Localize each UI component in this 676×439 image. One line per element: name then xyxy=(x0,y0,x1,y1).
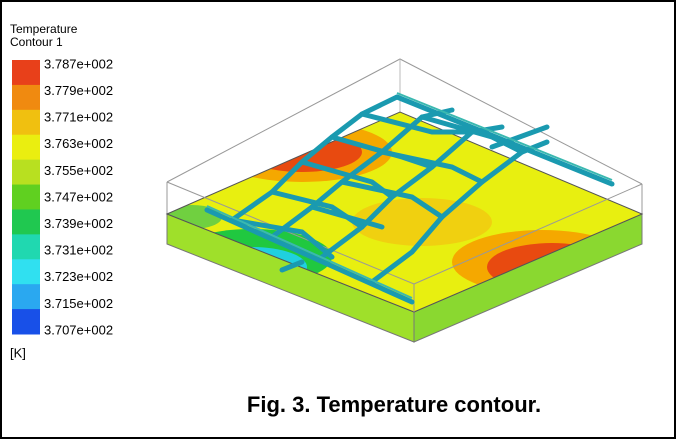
caption: Fig. 3. Temperature contour. xyxy=(247,392,541,417)
legend-label: 3.723e+002 xyxy=(44,269,113,284)
legend-label: 3.779e+002 xyxy=(44,83,113,98)
model-view xyxy=(165,58,644,343)
legend-swatch xyxy=(12,309,40,335)
legend-swatch xyxy=(12,159,40,186)
legend-title: Temperature xyxy=(10,22,78,36)
legend-swatch xyxy=(12,259,40,285)
legend-label: 3.787e+002 xyxy=(44,56,113,71)
legend-swatch xyxy=(12,209,40,235)
legend-label: 3.731e+002 xyxy=(44,243,113,258)
legend-unit: [K] xyxy=(10,345,26,360)
legend-swatch xyxy=(12,109,40,136)
color-bar xyxy=(12,60,40,335)
legend-swatch xyxy=(12,60,40,86)
legend-swatch xyxy=(12,284,40,310)
legend-swatch xyxy=(12,134,40,161)
legend-swatch xyxy=(12,234,40,260)
legend-label: 3.739e+002 xyxy=(44,216,113,231)
legend-swatch xyxy=(12,84,40,111)
legend-swatch xyxy=(12,184,40,210)
legend-label: 3.747e+002 xyxy=(44,189,113,204)
legend-label: 3.763e+002 xyxy=(44,136,113,151)
legend-label: 3.755e+002 xyxy=(44,163,113,178)
legend-label: 3.715e+002 xyxy=(44,296,113,311)
legend-subtitle: Contour 1 xyxy=(10,35,63,49)
legend-label: 3.707e+002 xyxy=(44,322,113,337)
legend-label: 3.771e+002 xyxy=(44,110,113,125)
